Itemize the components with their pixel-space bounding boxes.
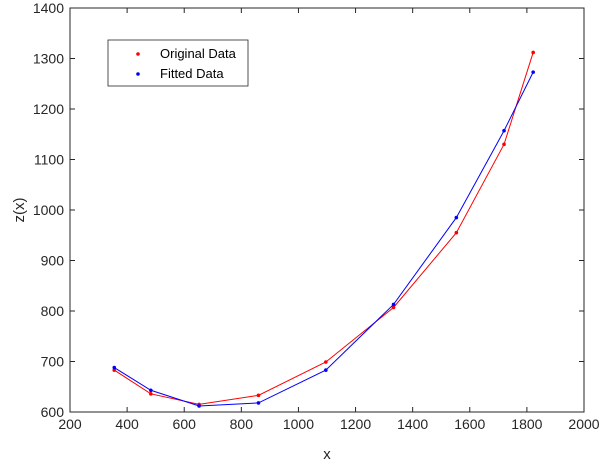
x-tick-label: 1200 [340,416,371,432]
y-tick-label: 1100 [34,152,64,168]
data-point-series-1 [454,215,459,220]
data-point-series-0 [324,360,328,364]
x-tick-label: 800 [230,416,254,432]
x-tick-label: 600 [173,416,197,432]
data-point-series-1 [531,70,535,74]
legend-box [107,39,249,87]
y-axis-label: z(x) [11,198,28,223]
y-tick-label: 800 [41,303,65,319]
data-point-series-0 [502,142,506,147]
x-tick-label: 1600 [454,416,485,432]
x-tick-label: 200 [58,416,82,432]
x-tick-label: 400 [115,416,139,432]
x-tick-label: 1000 [283,416,314,432]
legend-label-fitted: Fitted Data [160,66,224,81]
data-point-series-1 [256,401,261,405]
data-point-series-0 [391,305,396,310]
legend: Original Data Fitted Data [107,39,249,87]
legend-marker-fitted [136,72,140,76]
y-tick-label: 900 [41,253,65,269]
data-point-series-0 [531,50,535,55]
data-point-series-0 [256,393,261,398]
data-point-series-0 [454,230,459,235]
legend-marker-original [136,52,140,56]
y-tick-label: 1300 [33,51,64,67]
y-tick-label: 600 [41,404,65,420]
data-point-series-1 [112,365,117,370]
x-axis-label: x [323,446,331,463]
y-axis: 600 700 800 900 1000 1100 1200 1300 1400 [33,0,584,420]
legend-label-original: Original Data [160,46,237,61]
y-tick-label: 1400 [33,0,64,16]
data-point-series-1 [197,404,201,408]
data-point-series-1 [391,302,396,307]
series-layer [112,50,535,408]
data-point-series-1 [324,368,328,372]
data-point-series-1 [149,388,153,393]
x-tick-label: 1400 [397,416,428,432]
y-tick-label: 1200 [33,101,64,117]
data-point-series-0 [112,368,117,372]
x-tick-label: 1800 [511,416,542,432]
data-point-series-1 [502,128,506,133]
data-point-series-0 [149,392,153,396]
x-axis: 200 400 600 800 1000 1200 1400 1600 1800 2000 [58,8,600,432]
y-tick-label: 700 [41,354,65,370]
y-tick-label: 1000 [33,202,64,218]
x-tick-label: 2000 [568,416,599,432]
